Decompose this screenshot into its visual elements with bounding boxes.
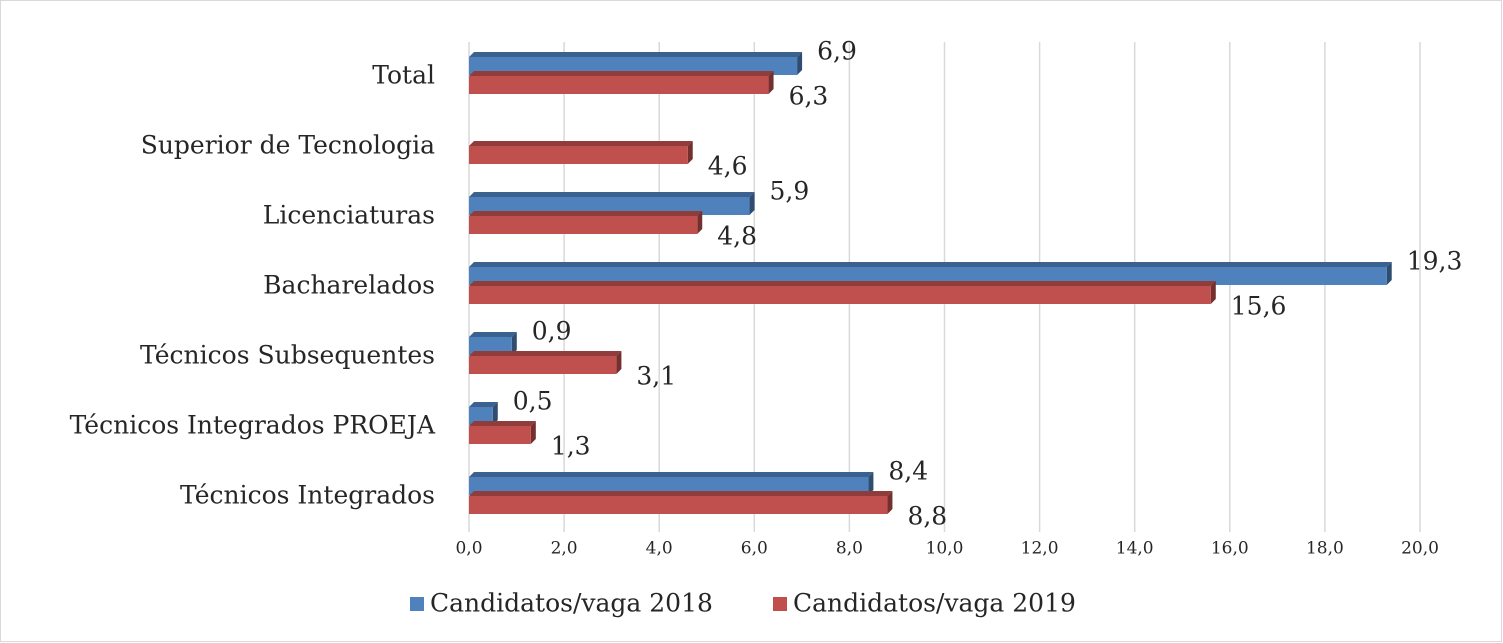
x-tick-label: 10,0: [926, 539, 964, 559]
bar-side: [687, 141, 693, 164]
data-label: 4,6: [708, 152, 748, 181]
legend-label: Candidatos/vaga 2019: [793, 589, 1076, 618]
bar-side: [749, 192, 755, 215]
data-label: 0,5: [513, 387, 553, 416]
y-tick-label: Licenciaturas: [263, 201, 435, 230]
data-label: 15,6: [1231, 292, 1287, 321]
x-tick-label: 2,0: [551, 539, 578, 559]
bar-top: [469, 472, 874, 477]
bar: [469, 477, 869, 495]
y-tick-label: Superior de Tecnologia: [141, 131, 435, 160]
data-label: 0,9: [532, 317, 572, 346]
x-tick-label: 14,0: [1116, 539, 1154, 559]
bar-side: [511, 332, 517, 355]
bar-top: [469, 141, 693, 146]
bar-side: [768, 71, 774, 94]
bar-side: [887, 491, 893, 514]
bar-top: [469, 211, 703, 216]
data-label: 4,8: [717, 222, 757, 251]
y-tick-label: Técnicos Integrados PROEJA: [70, 411, 436, 440]
bar-top: [469, 71, 774, 76]
x-tick-label: 6,0: [741, 539, 768, 559]
bar: [469, 216, 698, 234]
bar: [469, 337, 512, 355]
y-tick-label: Bacharelados: [263, 271, 435, 300]
x-tick-label: 16,0: [1211, 539, 1249, 559]
bar-side: [616, 351, 622, 374]
y-tick-label: Técnicos Integrados: [180, 481, 435, 510]
bar-side: [1210, 281, 1216, 304]
legend-label: Candidatos/vaga 2018: [430, 589, 713, 618]
bar-top: [469, 281, 1216, 286]
data-label: 1,3: [551, 432, 591, 461]
data-label: 8,8: [907, 502, 947, 531]
bar-top: [469, 52, 803, 57]
y-tick-label: Técnicos Subsequentes: [140, 341, 435, 370]
data-label: 19,3: [1407, 247, 1463, 276]
bar-top: [469, 192, 755, 197]
bar-side: [797, 52, 803, 75]
data-label: 6,3: [789, 82, 829, 111]
x-tick-label: 12,0: [1021, 539, 1059, 559]
bar: [469, 76, 769, 94]
bar-side: [492, 402, 498, 425]
bar: [469, 286, 1211, 304]
bar-side: [868, 472, 874, 495]
x-tick-label: 0,0: [455, 539, 482, 559]
bar-side: [1386, 262, 1392, 285]
legend-swatch: [773, 597, 787, 611]
data-label: 8,4: [888, 457, 928, 486]
bar-top: [469, 262, 1392, 267]
bar: [469, 267, 1387, 285]
bar-top: [469, 351, 622, 356]
bar-top: [469, 332, 517, 337]
bar-side: [530, 421, 536, 444]
bar: [469, 356, 617, 374]
bar-top: [469, 402, 498, 407]
bar-side: [697, 211, 703, 234]
bar: [469, 426, 531, 444]
bar-top: [469, 491, 893, 496]
data-label: 5,9: [770, 177, 810, 206]
x-tick-label: 8,0: [836, 539, 863, 559]
bar: [469, 57, 798, 75]
data-label: 3,1: [636, 362, 676, 391]
bar: [469, 146, 688, 164]
bar-top: [469, 421, 536, 426]
bar: [469, 407, 493, 425]
y-tick-label: Total: [372, 61, 435, 90]
x-tick-label: 20,0: [1401, 539, 1439, 559]
data-label: 6,9: [817, 37, 857, 66]
bar: [469, 496, 888, 514]
x-tick-label: 18,0: [1306, 539, 1344, 559]
x-tick-label: 4,0: [646, 539, 673, 559]
legend-swatch: [410, 597, 424, 611]
bar: [469, 197, 750, 215]
